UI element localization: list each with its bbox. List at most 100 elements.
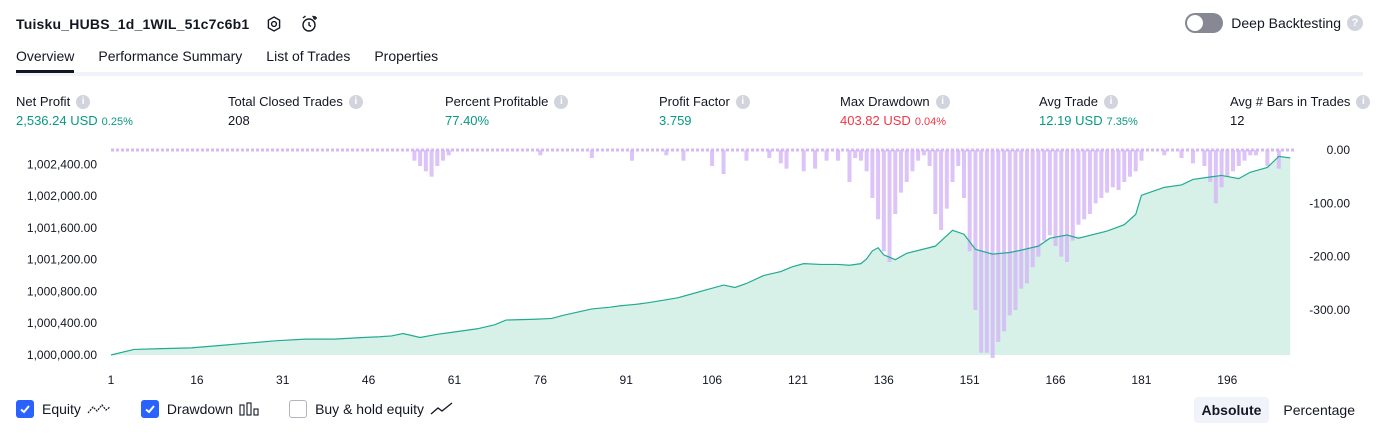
drawdown-bar bbox=[876, 150, 881, 220]
drawdown-bar bbox=[1202, 150, 1207, 166]
right-axis-tick-label: 0.00 bbox=[1327, 143, 1351, 157]
drawdown-bar bbox=[681, 150, 686, 161]
legend-label: Drawdown bbox=[166, 401, 234, 417]
info-icon[interactable]: i bbox=[76, 94, 91, 109]
drawdown-bar bbox=[1208, 150, 1213, 182]
left-axis-tick-label: 1,001,600.00 bbox=[27, 221, 97, 235]
stat-net-profit: Net Profit i 2,536.24 USD 0.25% bbox=[16, 94, 133, 128]
tab-performance-summary[interactable]: Performance Summary bbox=[98, 48, 243, 64]
stat-value: 3.759 bbox=[659, 113, 692, 128]
drawdown-bar bbox=[767, 150, 772, 158]
stat-label: Avg Trade bbox=[1039, 94, 1099, 109]
drawdown-bar bbox=[744, 150, 749, 161]
settings-gear-icon[interactable] bbox=[263, 13, 285, 35]
drawdown-bar bbox=[1122, 150, 1127, 182]
info-icon[interactable]: i bbox=[348, 94, 363, 109]
x-axis-tick-label: 46 bbox=[362, 373, 376, 387]
drawdown-bar bbox=[967, 150, 972, 252]
drawdown-bar bbox=[441, 150, 446, 161]
drawdown-bar bbox=[1231, 150, 1236, 172]
drawdown-bar bbox=[1065, 150, 1070, 262]
help-icon[interactable]: ? bbox=[1347, 15, 1363, 31]
stat-label: Profit Factor bbox=[659, 94, 730, 109]
tab-properties[interactable]: Properties bbox=[374, 48, 439, 64]
legend-label: Buy & hold equity bbox=[315, 401, 425, 417]
drawdown-bar bbox=[1042, 150, 1047, 241]
absolute-button[interactable]: Absolute bbox=[1193, 397, 1270, 423]
stat-label: Percent Profitable bbox=[445, 94, 549, 109]
info-icon[interactable]: i bbox=[935, 94, 950, 109]
drawdown-bar bbox=[1013, 150, 1018, 310]
drawdown-bar bbox=[887, 150, 892, 262]
drawdown-bar bbox=[921, 150, 926, 156]
drawdown-bar bbox=[423, 150, 428, 172]
left-axis-tick-label: 1,002,400.00 bbox=[27, 157, 97, 171]
drawdown-bar bbox=[1265, 150, 1270, 166]
stat-value: 12.19 USD bbox=[1039, 113, 1103, 128]
x-axis-tick-label: 151 bbox=[960, 373, 980, 387]
buy-hold-line-icon bbox=[430, 402, 453, 415]
percentage-button[interactable]: Percentage bbox=[1283, 402, 1355, 418]
drawdown-bar bbox=[939, 150, 944, 230]
drawdown-bar bbox=[1190, 150, 1195, 164]
drawdown-bar bbox=[710, 150, 715, 166]
info-icon[interactable]: i bbox=[735, 94, 750, 109]
drawdown-bar bbox=[898, 150, 904, 193]
drawdown-bar bbox=[418, 150, 423, 166]
drawdown-bar bbox=[1082, 150, 1087, 220]
deep-backtesting-label: Deep Backtesting bbox=[1231, 15, 1341, 31]
drawdown-bar bbox=[1070, 150, 1075, 241]
drawdown-bar bbox=[1007, 150, 1012, 316]
drawdown-bar bbox=[446, 150, 451, 156]
x-axis-tick-label: 76 bbox=[534, 373, 548, 387]
drawdown-bar bbox=[864, 150, 869, 172]
add-alert-clock-icon[interactable] bbox=[299, 13, 321, 35]
stat-max-drawdown: Max Drawdown i 403.82 USD 0.04% bbox=[840, 94, 950, 128]
stat-label: Net Profit bbox=[16, 94, 71, 109]
buy-hold-checkbox[interactable] bbox=[289, 400, 308, 418]
info-icon[interactable]: i bbox=[1104, 94, 1119, 109]
x-axis-tick-label: 16 bbox=[190, 373, 204, 387]
info-icon[interactable]: i bbox=[1356, 94, 1371, 109]
tab-list-of-trades[interactable]: List of Trades bbox=[266, 48, 351, 64]
drawdown-bar bbox=[1024, 150, 1029, 284]
value-mode-switch: Absolute Percentage bbox=[1188, 397, 1364, 423]
tab-overview[interactable]: Overview bbox=[16, 48, 75, 73]
drawdown-bar bbox=[927, 150, 932, 166]
info-icon[interactable]: i bbox=[554, 94, 569, 109]
drawdown-bar bbox=[1030, 150, 1035, 268]
drawdown-bar bbox=[858, 150, 863, 161]
stat-label: Avg # Bars in Trades bbox=[1230, 94, 1351, 109]
x-axis-tick-label: 166 bbox=[1046, 373, 1066, 387]
drawdown-bar bbox=[1076, 150, 1081, 225]
drawdown-bar bbox=[721, 150, 726, 174]
equity-checkbox[interactable] bbox=[16, 400, 34, 418]
drawdown-bar bbox=[435, 150, 440, 166]
stat-label: Total Closed Trades bbox=[228, 94, 343, 109]
legend-equity[interactable]: Equity bbox=[16, 400, 111, 418]
x-axis-tick-label: 121 bbox=[788, 373, 808, 387]
drawdown-bar bbox=[933, 150, 938, 214]
drawdown-bar bbox=[1242, 150, 1247, 161]
drawdown-bar bbox=[412, 150, 417, 161]
drawdown-bar bbox=[1133, 150, 1138, 172]
drawdown-bar bbox=[778, 150, 783, 164]
drawdown-bar bbox=[1099, 150, 1104, 198]
deep-backtesting-toggle[interactable] bbox=[1185, 13, 1224, 33]
left-axis-tick-label: 1,001,200.00 bbox=[27, 253, 97, 267]
drawdown-bar bbox=[944, 150, 949, 209]
drawdown-bar bbox=[1053, 150, 1058, 246]
stat-value: 208 bbox=[228, 113, 250, 128]
drawdown-checkbox[interactable] bbox=[140, 400, 159, 418]
drawdown-bar bbox=[893, 150, 898, 214]
drawdown-bar bbox=[996, 150, 1001, 342]
legend-drawdown[interactable]: Drawdown bbox=[140, 400, 259, 418]
equity-drawdown-chart[interactable]: 1,002,400.00 1,002,000.00 1,001,600.00 1,00… bbox=[0, 140, 1379, 390]
drawdown-bar bbox=[904, 150, 909, 182]
legend-label: Equity bbox=[42, 401, 81, 417]
drawdown-bar bbox=[1248, 150, 1253, 156]
legend-buy-hold[interactable]: Buy & hold equity bbox=[289, 400, 454, 418]
drawdown-bar bbox=[1110, 150, 1115, 188]
drawdown-bar bbox=[801, 150, 806, 172]
x-axis-tick-label: 91 bbox=[620, 373, 634, 387]
